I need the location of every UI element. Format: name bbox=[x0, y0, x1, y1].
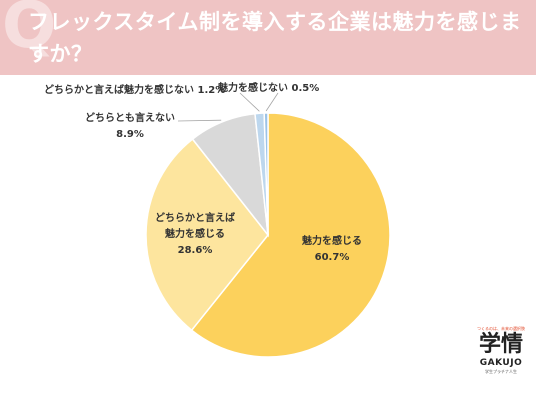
label-not-attractive-name: 魅力を感じない bbox=[218, 83, 288, 94]
pie-chart bbox=[145, 92, 391, 358]
label-not-attractive: 魅力を感じない 0.5% bbox=[218, 81, 319, 97]
logo-tagline: つくるのは、未来の選択肢 bbox=[477, 326, 525, 331]
label-neutral-value: 8.9% bbox=[116, 129, 144, 140]
label-somewhat-not-attractive: どちらかと言えば魅力を感じない 1.2% bbox=[44, 83, 225, 99]
label-somewhat-attractive-name-1: どちらかと言えば bbox=[155, 213, 235, 224]
label-attractive-name: 魅力を感じる bbox=[302, 236, 362, 247]
label-somewhat-attractive-name-2: 魅力を感じる bbox=[165, 229, 225, 240]
page-title: フレックスタイム制を導入する企業は魅力を感じますか？ bbox=[28, 10, 522, 66]
label-somewhat-attractive-value: 28.6% bbox=[177, 245, 213, 256]
label-attractive-value: 60.7% bbox=[314, 252, 350, 263]
logo-kanji: 学情 bbox=[478, 332, 523, 357]
logo-sub: 学生プラチナ人生 bbox=[485, 369, 517, 374]
label-somewhat-attractive: どちらかと言えば 魅力を感じる 28.6% bbox=[140, 211, 250, 259]
label-not-attractive-value: 0.5% bbox=[291, 83, 320, 94]
label-neutral: どちらとも言えない 8.9% bbox=[80, 111, 180, 143]
leader-somewhat-not-attractive bbox=[239, 92, 260, 112]
label-somewhat-not-attractive-name: どちらかと言えば魅力を感じない bbox=[44, 85, 194, 96]
question-mark-watermark: Q bbox=[2, 0, 57, 63]
leader-neutral bbox=[177, 119, 222, 122]
leader-not-attractive bbox=[265, 92, 279, 112]
logo-name: GAKUJO bbox=[479, 358, 523, 368]
slice-not-attractive bbox=[263, 112, 269, 236]
label-attractive: 魅力を感じる 60.7% bbox=[282, 234, 382, 266]
label-neutral-name: どちらとも言えない bbox=[85, 113, 175, 124]
label-somewhat-not-attractive-value: 1.2% bbox=[197, 85, 226, 96]
slice-somewhat-attractive bbox=[145, 138, 269, 332]
slice-attractive bbox=[190, 112, 391, 358]
chart-panel: 魅力を感じる 60.7% どちらかと言えば 魅力を感じる 28.6% どちらとも… bbox=[0, 75, 536, 402]
gakujo-logo: つくるのは、未来の選択肢 学情 GAKUJO 学生プラチナ人生 bbox=[469, 325, 533, 397]
